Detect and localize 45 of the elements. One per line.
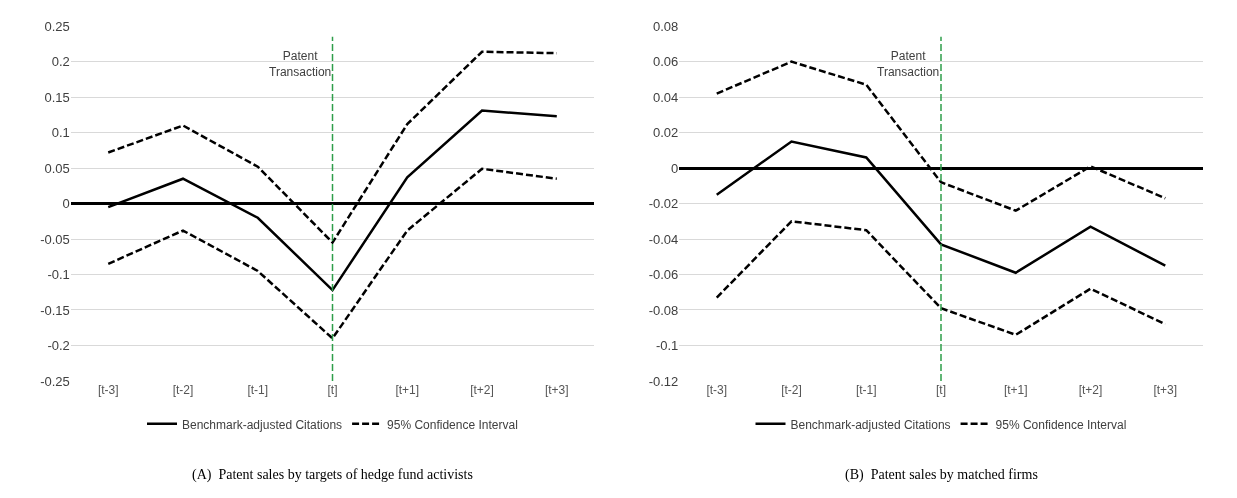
y-tick-label: -0.1 <box>47 267 70 283</box>
y-tick-label: 0.25 <box>44 18 70 34</box>
y-tick-label: -0.04 <box>648 231 679 247</box>
y-tick-label: -0.06 <box>648 267 679 283</box>
ref-line-label: Patent Transaction <box>877 49 940 79</box>
y-tick-label: -0.05 <box>40 231 70 247</box>
x-tick-label: [t+2] <box>470 382 494 397</box>
x-tick-label: [t] <box>935 382 947 397</box>
legend-label: Benchmark-adjusted Citations <box>790 417 951 432</box>
y-tick-label: 0.02 <box>653 125 679 141</box>
x-tick-label: [t+1] <box>1003 382 1028 397</box>
y-tick-label: -0.25 <box>40 373 70 389</box>
y-tick-label: 0 <box>62 196 70 212</box>
line-series <box>715 220 1167 337</box>
y-tick-label: -0.1 <box>655 338 679 354</box>
x-tick-label: [t+3] <box>1153 382 1178 397</box>
y-tick-label: 0 <box>671 160 679 176</box>
text: (A) Patent sales by targets of hedge fund activists <box>192 467 473 483</box>
y-tick-label: 0.15 <box>44 89 70 105</box>
x-tick-label: [t-3] <box>706 382 728 397</box>
y-tick-label: -0.2 <box>47 338 70 354</box>
x-tick-label: [t-1] <box>247 382 269 397</box>
x-tick-label: [t-1] <box>855 382 877 397</box>
x-tick-label: [t] <box>327 382 338 397</box>
x-tick-label: [t-2] <box>781 382 802 397</box>
y-tick-label: -0.12 <box>648 373 679 389</box>
legend-label: 95% Confidence Interval <box>995 417 1127 432</box>
y-tick-label: 0.06 <box>653 54 679 70</box>
x-tick-label: [t+2] <box>1078 382 1103 397</box>
y-tick-label: 0.04 <box>653 89 679 105</box>
y-tick-label: -0.08 <box>648 302 679 318</box>
y-tick-label: 0.08 <box>653 18 679 34</box>
y-tick-label: -0.02 <box>648 196 679 212</box>
legend-label: 95% Confidence Interval <box>387 417 518 432</box>
legend-label: Benchmark-adjusted Citations <box>182 417 343 432</box>
x-tick-label: [t-2] <box>172 382 194 397</box>
x-tick-label: [t+3] <box>544 382 569 397</box>
text: (B) Patent sales by matched firms <box>845 467 1038 483</box>
y-tick-label: 0.2 <box>51 54 70 70</box>
x-tick-label: [t-3] <box>97 382 119 397</box>
ref-line-label: Patent Transaction <box>269 49 332 79</box>
x-tick-label: [t+1] <box>395 382 420 397</box>
y-tick-label: 0.05 <box>44 160 70 176</box>
y-tick-label: -0.15 <box>40 302 70 318</box>
y-tick-label: 0.1 <box>51 125 70 141</box>
